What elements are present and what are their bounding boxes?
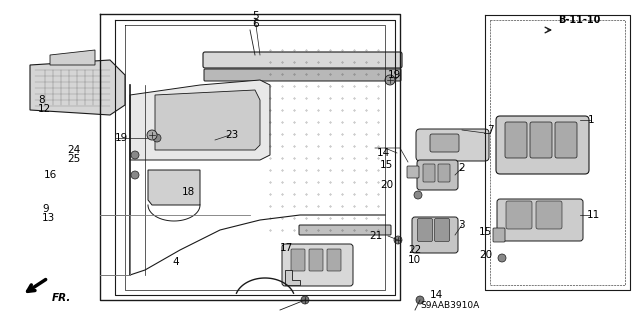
Text: 24: 24 (67, 145, 80, 155)
Text: B-11-10: B-11-10 (558, 15, 600, 25)
FancyBboxPatch shape (282, 244, 353, 286)
Text: 23: 23 (225, 130, 238, 140)
FancyBboxPatch shape (423, 164, 435, 182)
Text: 14: 14 (377, 148, 390, 158)
Polygon shape (155, 90, 260, 150)
FancyBboxPatch shape (299, 225, 391, 235)
Text: S9AAB3910A: S9AAB3910A (420, 301, 479, 310)
Text: 12: 12 (38, 104, 51, 114)
Text: 13: 13 (42, 213, 55, 223)
FancyBboxPatch shape (435, 219, 449, 241)
FancyBboxPatch shape (536, 201, 562, 229)
FancyBboxPatch shape (204, 69, 401, 81)
Polygon shape (285, 270, 300, 285)
FancyBboxPatch shape (506, 201, 532, 229)
Circle shape (416, 296, 424, 304)
FancyBboxPatch shape (496, 116, 589, 174)
Text: 9: 9 (42, 204, 49, 214)
Text: 20: 20 (380, 180, 393, 190)
Circle shape (131, 151, 139, 159)
FancyBboxPatch shape (291, 249, 305, 271)
Text: 7: 7 (487, 125, 493, 135)
Text: 3: 3 (458, 220, 465, 230)
FancyBboxPatch shape (417, 160, 458, 190)
FancyBboxPatch shape (493, 228, 505, 242)
FancyBboxPatch shape (430, 134, 459, 152)
Text: 14: 14 (430, 290, 444, 300)
Text: 6: 6 (252, 19, 259, 29)
Polygon shape (148, 170, 200, 205)
Text: 15: 15 (479, 227, 492, 237)
Text: FR.: FR. (52, 293, 72, 303)
Circle shape (153, 134, 161, 142)
FancyBboxPatch shape (497, 199, 583, 241)
Circle shape (301, 296, 309, 304)
Text: 2: 2 (458, 163, 465, 173)
FancyBboxPatch shape (417, 219, 433, 241)
FancyBboxPatch shape (309, 249, 323, 271)
Polygon shape (30, 60, 125, 115)
FancyBboxPatch shape (555, 122, 577, 158)
Circle shape (414, 191, 422, 199)
Text: 5: 5 (252, 11, 259, 21)
Text: 18: 18 (182, 187, 195, 197)
FancyBboxPatch shape (407, 166, 419, 178)
FancyBboxPatch shape (203, 52, 402, 68)
Circle shape (385, 75, 395, 85)
Text: 8: 8 (38, 95, 45, 105)
Text: 21: 21 (370, 231, 383, 241)
FancyBboxPatch shape (327, 249, 341, 271)
FancyBboxPatch shape (438, 164, 450, 182)
Text: 4: 4 (172, 257, 179, 267)
Polygon shape (50, 50, 95, 65)
Text: 20: 20 (479, 250, 492, 260)
Text: 19: 19 (388, 70, 401, 80)
FancyBboxPatch shape (412, 217, 458, 253)
Circle shape (147, 130, 157, 140)
Circle shape (131, 171, 139, 179)
Circle shape (394, 236, 402, 244)
Text: 25: 25 (67, 154, 80, 164)
FancyBboxPatch shape (505, 122, 527, 158)
Text: 22: 22 (408, 245, 421, 255)
FancyBboxPatch shape (530, 122, 552, 158)
Text: 17: 17 (280, 243, 293, 253)
Text: 11: 11 (587, 210, 600, 220)
Text: 19: 19 (115, 133, 128, 143)
Polygon shape (130, 80, 270, 160)
Text: 10: 10 (408, 255, 421, 265)
Text: 15: 15 (380, 160, 393, 170)
Text: 1: 1 (588, 115, 595, 125)
FancyBboxPatch shape (416, 129, 489, 161)
Circle shape (498, 254, 506, 262)
Text: 16: 16 (44, 170, 57, 180)
